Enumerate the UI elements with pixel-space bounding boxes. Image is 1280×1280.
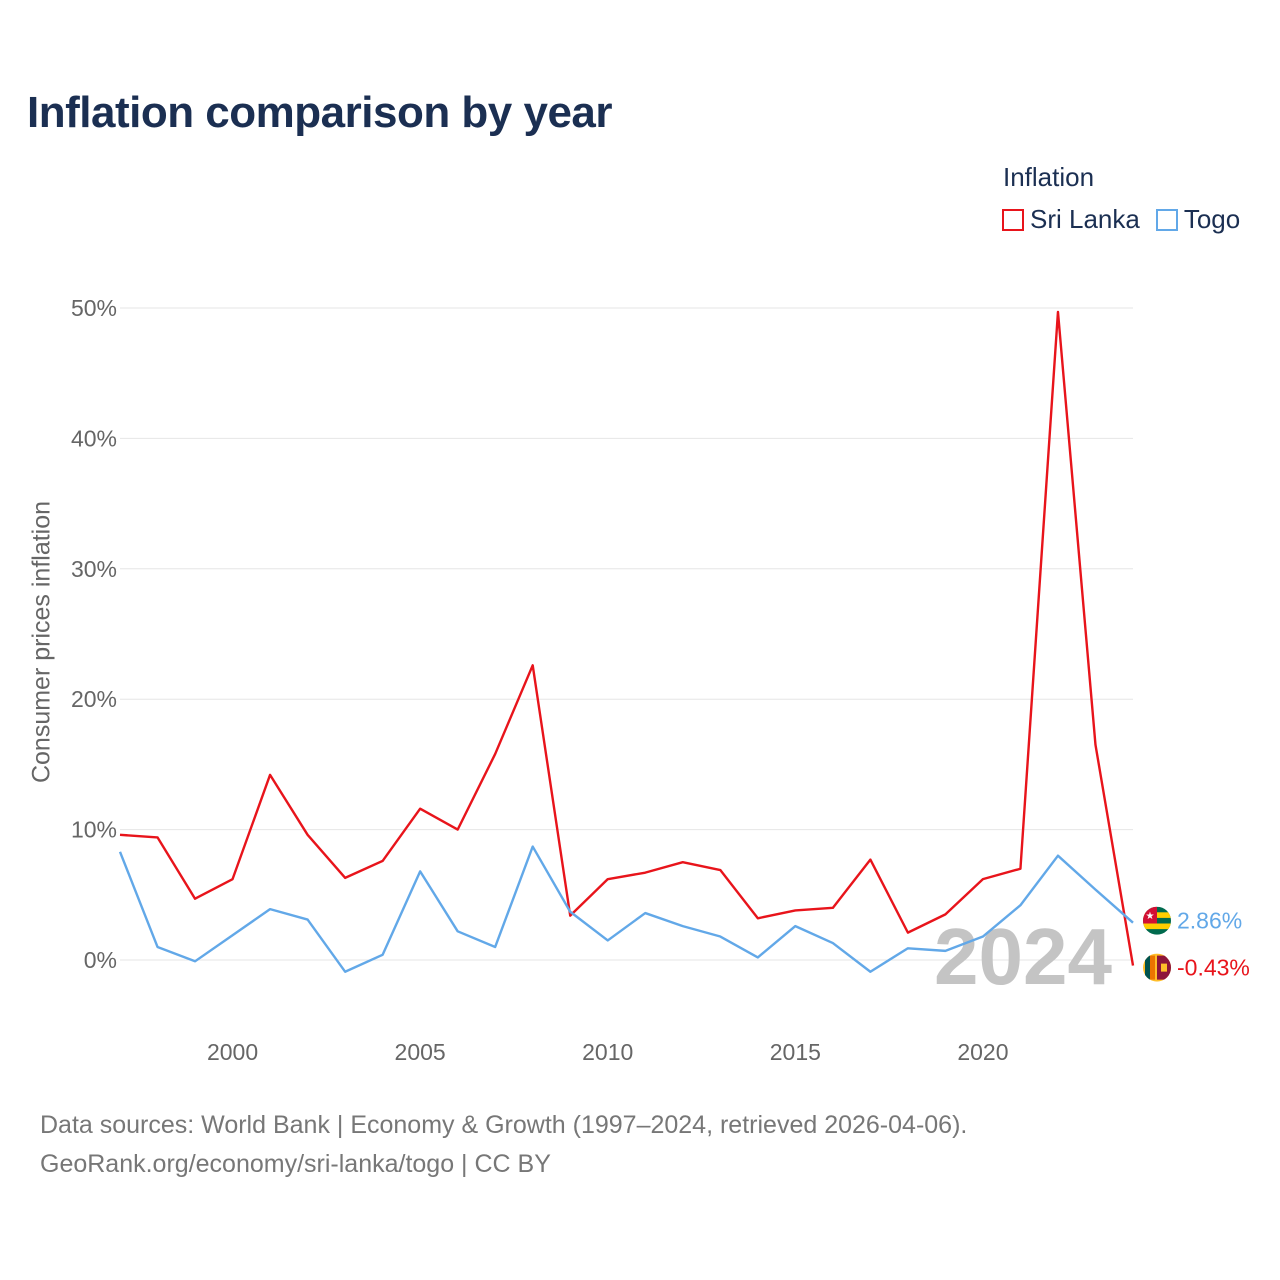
series-end-markers: ★: [1143, 906, 1171, 982]
legend-item-sri-lanka[interactable]: Sri Lanka: [1002, 204, 1140, 235]
x-axis-ticks: 2000 2005 2010 2015 2020: [207, 1039, 1009, 1065]
y-tick-label: 50%: [71, 295, 117, 321]
x-tick-label: 2005: [395, 1039, 446, 1065]
end-label-togo: 2.86%: [1177, 908, 1242, 934]
legend-title: Inflation: [1003, 162, 1095, 192]
x-tick-label: 2015: [770, 1039, 821, 1065]
y-tick-label: 30%: [71, 556, 117, 582]
legend-label-sri-lanka: Sri Lanka: [1030, 204, 1140, 234]
x-tick-label: 2000: [207, 1039, 258, 1065]
svg-text:★: ★: [1146, 911, 1155, 922]
year-watermark: 2024: [934, 912, 1112, 1001]
chart-title: Inflation comparison by year: [27, 88, 613, 137]
series-line-togo: [118, 845, 1134, 973]
y-axis-ticks: 0% 10% 20% 30% 40% 50%: [71, 295, 117, 973]
x-tick-label: 2010: [582, 1039, 633, 1065]
grid-lines: [120, 307, 1133, 961]
y-tick-label: 10%: [71, 817, 117, 843]
sri-lanka-flag-icon: [1143, 953, 1171, 982]
legend: Sri Lanka Togo: [1002, 204, 1240, 235]
y-tick-label: 40%: [71, 425, 117, 451]
y-tick-label: 0%: [84, 947, 117, 973]
y-tick-label: 20%: [71, 686, 117, 712]
footer-link[interactable]: GeoRank.org/economy/sri-lanka/togo | CC …: [40, 1150, 551, 1178]
legend-swatch-togo: [1155, 208, 1178, 231]
x-tick-label: 2020: [957, 1039, 1008, 1065]
legend-swatch-sri-lanka: [1002, 208, 1024, 231]
legend-item-togo[interactable]: Togo: [1155, 204, 1241, 235]
series-lines: [118, 310, 1135, 973]
togo-flag-icon: ★: [1143, 906, 1171, 935]
end-label-sri-lanka: -0.43%: [1177, 955, 1250, 981]
footer: Data sources: World Bank | Economy & Gro…: [40, 1106, 967, 1184]
legend-label-togo: Togo: [1183, 204, 1241, 234]
footer-source: Data sources: World Bank | Economy & Gro…: [40, 1111, 968, 1139]
series-end-labels: 2.86% -0.43%: [1177, 908, 1250, 981]
series-line-sri-lanka: [119, 310, 1135, 966]
